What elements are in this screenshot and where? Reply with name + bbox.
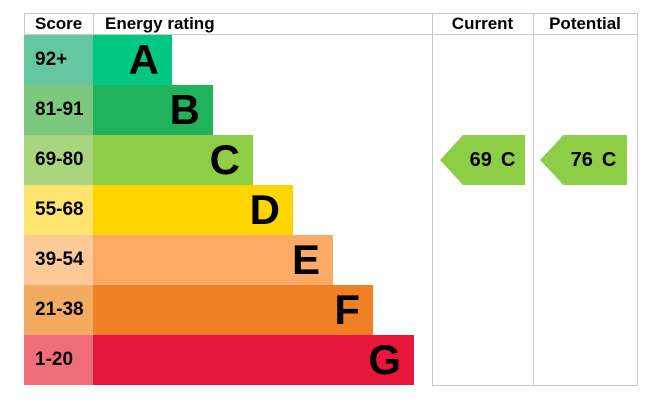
header-left-border xyxy=(24,13,25,34)
band-bar: A xyxy=(93,35,172,85)
energy-rating-column-header: Energy rating xyxy=(105,14,215,33)
band-letter: D xyxy=(249,186,280,233)
header-bottom-border xyxy=(24,34,638,35)
band-bar: D xyxy=(93,185,293,235)
arrow-columns-bottom-border xyxy=(432,385,638,386)
band-bar: B xyxy=(93,85,213,135)
band-row-d: 55-68 D xyxy=(0,185,670,235)
band-row-b: 81-91 B xyxy=(0,85,670,135)
band-score-cell: 21-38 xyxy=(24,285,93,335)
band-bar: C xyxy=(93,135,253,185)
band-row-f: 21-38 F xyxy=(0,285,670,335)
band-row-g: 1-20 G xyxy=(0,335,670,385)
band-letter: B xyxy=(169,86,200,133)
band-bar: E xyxy=(93,235,333,285)
score-column-header: Score xyxy=(35,14,83,33)
band-score-cell: 69-80 xyxy=(24,135,93,185)
band-row-c: 69-80 C xyxy=(0,135,670,185)
table-right-border xyxy=(637,13,638,386)
band-score-cell: 1-20 xyxy=(24,335,93,385)
potential-column-header: Potential xyxy=(549,14,621,33)
band-row-e: 39-54 E xyxy=(0,235,670,285)
band-score-cell: 39-54 xyxy=(24,235,93,285)
potential-rating-letter: C xyxy=(601,148,617,171)
band-score-cell: 92+ xyxy=(24,35,93,85)
band-letter: G xyxy=(368,336,401,383)
band-letter: C xyxy=(209,136,240,183)
band-letter: F xyxy=(334,286,360,333)
current-column-left-border xyxy=(432,13,433,386)
score-rating-divider xyxy=(93,13,94,34)
current-column-header: Current xyxy=(451,14,514,33)
potential-column-left-border xyxy=(533,13,534,386)
band-score-cell: 55-68 xyxy=(24,185,93,235)
band-row-a: 92+ A xyxy=(0,35,670,85)
current-rating-letter: C xyxy=(500,148,516,171)
band-score-cell: 81-91 xyxy=(24,85,93,135)
band-bar: F xyxy=(93,285,373,335)
band-letter: A xyxy=(128,36,159,83)
band-bar: G xyxy=(93,335,414,385)
table-top-border xyxy=(24,13,638,14)
current-rating-value: 69 xyxy=(469,148,492,171)
band-letter: E xyxy=(291,236,320,283)
potential-rating-value: 76 xyxy=(570,148,593,171)
